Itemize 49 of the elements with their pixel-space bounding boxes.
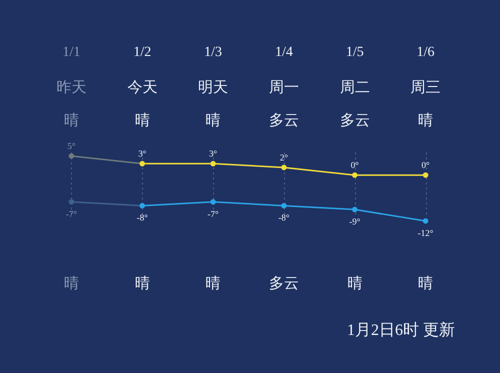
point: [422, 218, 428, 224]
x-tick-label: 1/5: [346, 45, 364, 60]
data-label: 3°: [138, 148, 147, 159]
point: [210, 199, 216, 205]
text: 周二: [340, 80, 370, 96]
data-label: -7°: [66, 208, 78, 219]
point: [281, 202, 287, 208]
data-label: -12°: [418, 228, 434, 238]
text: 昨天: [56, 79, 86, 96]
text: 晴: [347, 275, 362, 292]
text: 晴: [206, 275, 221, 292]
point: [422, 172, 428, 178]
x-tick-label: 1/3: [204, 45, 222, 60]
data-label: 5°: [67, 141, 76, 151]
data-label: 3°: [209, 148, 218, 159]
point: [140, 202, 145, 208]
text: 明天: [198, 80, 228, 96]
text: 周一: [268, 80, 299, 96]
point: [68, 153, 74, 159]
x-tick-label: 1/4: [274, 45, 293, 60]
point: [352, 206, 358, 212]
data-label: -8°: [136, 212, 148, 223]
data-label: -7°: [208, 208, 220, 219]
text: 多云: [340, 112, 370, 129]
text: 晴: [134, 275, 150, 292]
x-tick-label: 1/2: [133, 45, 152, 60]
text: 今天: [127, 79, 158, 96]
text: 晴: [206, 112, 221, 129]
point: [352, 172, 358, 178]
data-label: 0°: [350, 160, 360, 170]
data-label: 0°: [422, 160, 430, 170]
data-label: 2°: [280, 152, 288, 162]
text: 周三: [410, 80, 441, 96]
text: 1月2日6时 更新: [347, 321, 455, 339]
point: [281, 164, 287, 170]
x-tick-label: 1/6: [416, 45, 435, 60]
point: [210, 160, 216, 166]
point: [140, 160, 145, 166]
x-tick-label: 1/1: [62, 45, 80, 60]
text: 晴: [418, 275, 434, 292]
text: 多云: [268, 112, 299, 129]
point: [68, 199, 74, 205]
text: 晴: [134, 112, 150, 129]
text: 晴: [418, 112, 434, 129]
text: 多云: [268, 275, 299, 292]
text: 晴: [64, 275, 79, 292]
data-label: -9°: [349, 216, 361, 227]
data-label: -8°: [278, 212, 290, 223]
text: 晴: [64, 112, 79, 129]
